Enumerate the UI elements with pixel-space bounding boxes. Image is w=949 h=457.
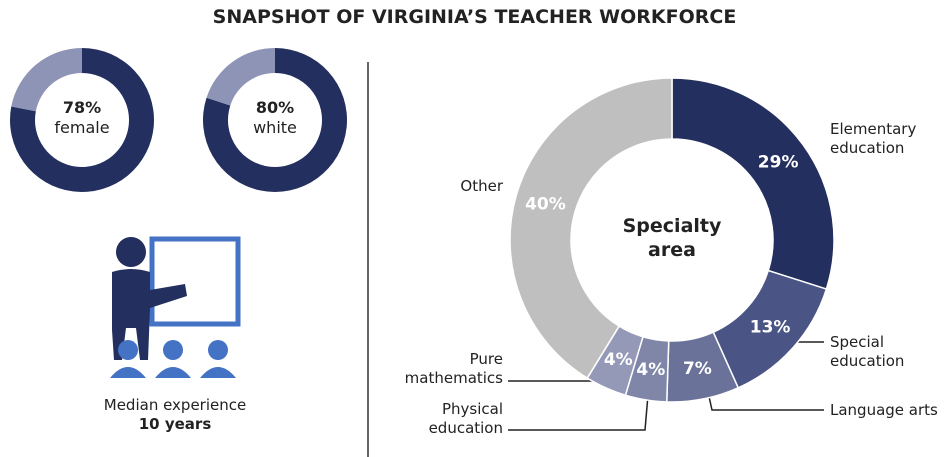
category-label: Special education: [830, 333, 905, 370]
title: SNAPSHOT OF VIRGINIA’S TEACHER WORKFORCE: [212, 6, 737, 28]
experience-label: Median experience: [103, 396, 247, 414]
donut-segment: [509, 77, 673, 380]
value-label: 13%: [750, 318, 791, 338]
donut-segment: [671, 77, 835, 291]
category-label: Physical education: [428, 400, 503, 437]
value-label: 40%: [525, 194, 566, 214]
teacher-icon: [110, 236, 241, 378]
center-category: female: [54, 118, 110, 137]
category-label: Pure mathematics: [404, 350, 503, 387]
value-label: 4%: [636, 360, 665, 380]
experience-value: 10 years: [138, 415, 212, 433]
donut-segment: [203, 48, 347, 192]
donut-segment: [206, 48, 275, 106]
center-value: 80%: [255, 98, 295, 117]
category-label: Elementary education: [830, 120, 917, 157]
center-label: Specialty area: [622, 215, 722, 261]
value-label: 4%: [604, 350, 633, 370]
donut-segment: [10, 48, 155, 193]
donut-segment: [11, 48, 83, 112]
category-label: Other: [460, 177, 503, 195]
category-label: Language arts: [830, 401, 938, 419]
center-value: 78%: [62, 98, 102, 117]
center-category: white: [253, 118, 297, 137]
value-label: 7%: [683, 359, 712, 379]
value-label: 29%: [758, 152, 799, 172]
